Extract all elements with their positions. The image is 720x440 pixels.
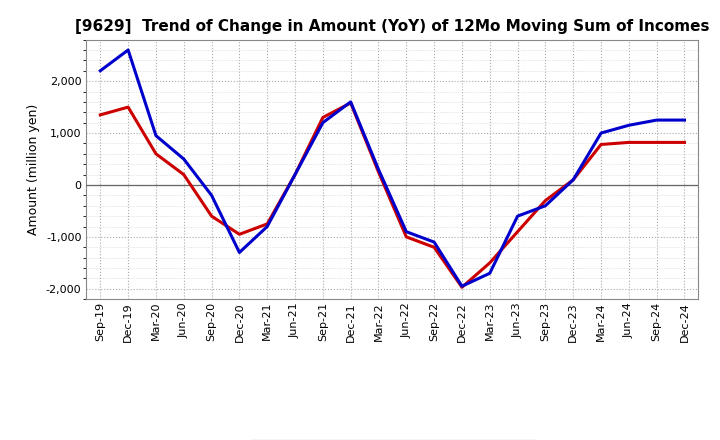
Net Income <box>374 169 383 175</box>
Ordinary Income <box>318 120 327 125</box>
Ordinary Income <box>624 123 633 128</box>
Ordinary Income <box>485 271 494 276</box>
Net Income <box>96 112 104 117</box>
Ordinary Income <box>430 239 438 245</box>
Ordinary Income <box>96 68 104 73</box>
Line: Ordinary Income: Ordinary Income <box>100 50 685 286</box>
Net Income <box>458 285 467 290</box>
Ordinary Income <box>374 167 383 172</box>
Ordinary Income <box>652 117 661 123</box>
Line: Net Income: Net Income <box>100 103 685 287</box>
Ordinary Income <box>152 133 161 138</box>
Net Income <box>152 151 161 157</box>
Net Income <box>680 140 689 145</box>
Ordinary Income <box>124 48 132 53</box>
Net Income <box>263 221 271 227</box>
Ordinary Income <box>207 193 216 198</box>
Net Income <box>624 140 633 145</box>
Title: [9629]  Trend of Change in Amount (YoY) of 12Mo Moving Sum of Incomes: [9629] Trend of Change in Amount (YoY) o… <box>75 19 710 34</box>
Net Income <box>346 100 355 106</box>
Net Income <box>318 115 327 120</box>
Net Income <box>652 140 661 145</box>
Ordinary Income <box>291 172 300 177</box>
Ordinary Income <box>513 213 522 219</box>
Ordinary Income <box>179 156 188 161</box>
Net Income <box>430 245 438 250</box>
Ordinary Income <box>569 177 577 183</box>
Ordinary Income <box>597 130 606 136</box>
Ordinary Income <box>346 99 355 105</box>
Net Income <box>179 172 188 177</box>
Net Income <box>569 177 577 183</box>
Net Income <box>402 234 410 239</box>
Net Income <box>207 213 216 219</box>
Ordinary Income <box>235 250 243 255</box>
Ordinary Income <box>541 203 550 209</box>
Net Income <box>597 142 606 147</box>
Ordinary Income <box>680 117 689 123</box>
Ordinary Income <box>263 224 271 229</box>
Net Income <box>485 260 494 265</box>
Ordinary Income <box>402 229 410 235</box>
Net Income <box>541 198 550 203</box>
Net Income <box>513 229 522 235</box>
Y-axis label: Amount (million yen): Amount (million yen) <box>27 104 40 235</box>
Ordinary Income <box>458 284 467 289</box>
Net Income <box>124 104 132 110</box>
Net Income <box>291 172 300 177</box>
Net Income <box>235 231 243 237</box>
